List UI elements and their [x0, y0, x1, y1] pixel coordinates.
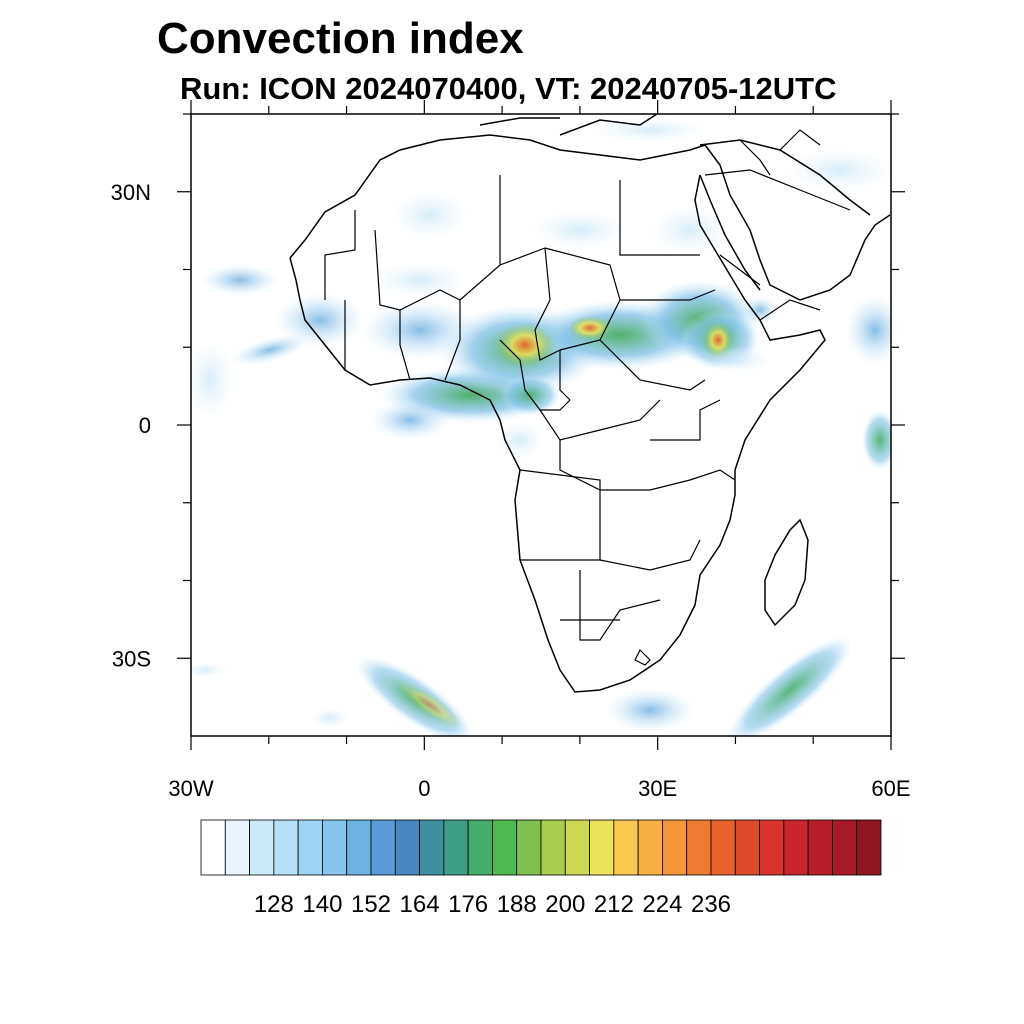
axis-ticks: 30N 0 30S 30W 0 30E 60E — [111, 100, 911, 801]
colorbar-swatch — [249, 819, 275, 876]
colorbar-swatch — [613, 819, 639, 876]
colorbar-label: 140 — [302, 891, 342, 918]
colorbar: 128 140 152 164 176 188 200 212 224 236 — [200, 819, 882, 918]
convection-shading — [191, 118, 891, 736]
colorbar-swatch — [662, 819, 688, 876]
colorbar-swatch — [637, 819, 663, 876]
colorbar-label: 200 — [545, 891, 585, 918]
colorbar-swatch — [370, 819, 396, 876]
colorbar-label: 212 — [594, 891, 634, 918]
colorbar-swatch — [564, 819, 590, 876]
coastlines — [289, 114, 891, 693]
colorbar-swatch — [322, 819, 348, 876]
colorbar-swatch — [273, 819, 299, 876]
colorbar-swatch — [783, 819, 809, 876]
colorbar-swatch — [297, 819, 323, 876]
colorbar-swatch — [540, 819, 566, 876]
colorbar-swatch — [419, 819, 445, 876]
lon-tick-label: 30E — [638, 776, 677, 801]
colorbar-swatch — [686, 819, 712, 876]
colorbar-swatch — [807, 819, 833, 876]
lat-tick-label: 30S — [112, 646, 151, 671]
colorbar-swatch — [710, 819, 736, 876]
colorbar-label: 236 — [691, 891, 731, 918]
colorbar-swatch — [589, 819, 615, 876]
colorbar-swatch — [759, 819, 785, 876]
colorbar-label: 224 — [642, 891, 682, 918]
colorbar-swatch — [832, 819, 858, 876]
colorbar-swatch — [492, 819, 518, 876]
lat-tick-label: 30N — [111, 180, 151, 205]
colorbar-label: 152 — [351, 891, 391, 918]
colorbar-swatch — [856, 819, 882, 876]
colorbar-swatch — [443, 819, 469, 876]
chart-subtitle: Run: ICON 2024070400, VT: 20240705-12UTC — [180, 71, 837, 106]
colorbar-swatch — [394, 819, 420, 876]
colorbar-label: 176 — [448, 891, 488, 918]
colorbar-label: 164 — [400, 891, 440, 918]
colorbar-swatch — [467, 819, 493, 876]
colorbar-label: 188 — [497, 891, 537, 918]
lon-tick-label: 60E — [871, 776, 910, 801]
colorbar-swatch — [224, 819, 250, 876]
lon-tick-label: 0 — [418, 776, 430, 801]
lat-tick-label: 0 — [139, 413, 151, 438]
colorbar-swatch — [346, 819, 372, 876]
colorbar-swatch — [516, 819, 542, 876]
colorbar-swatch — [734, 819, 760, 876]
map-frame — [190, 113, 892, 737]
colorbar-swatch — [200, 819, 226, 876]
chart-title: Convection index — [157, 14, 524, 63]
lon-tick-label: 30W — [168, 776, 213, 801]
colorbar-label: 128 — [254, 891, 294, 918]
country-borders — [324, 129, 851, 666]
